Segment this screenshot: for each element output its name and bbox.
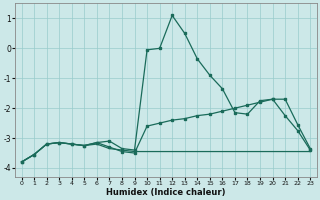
X-axis label: Humidex (Indice chaleur): Humidex (Indice chaleur) xyxy=(106,188,226,197)
